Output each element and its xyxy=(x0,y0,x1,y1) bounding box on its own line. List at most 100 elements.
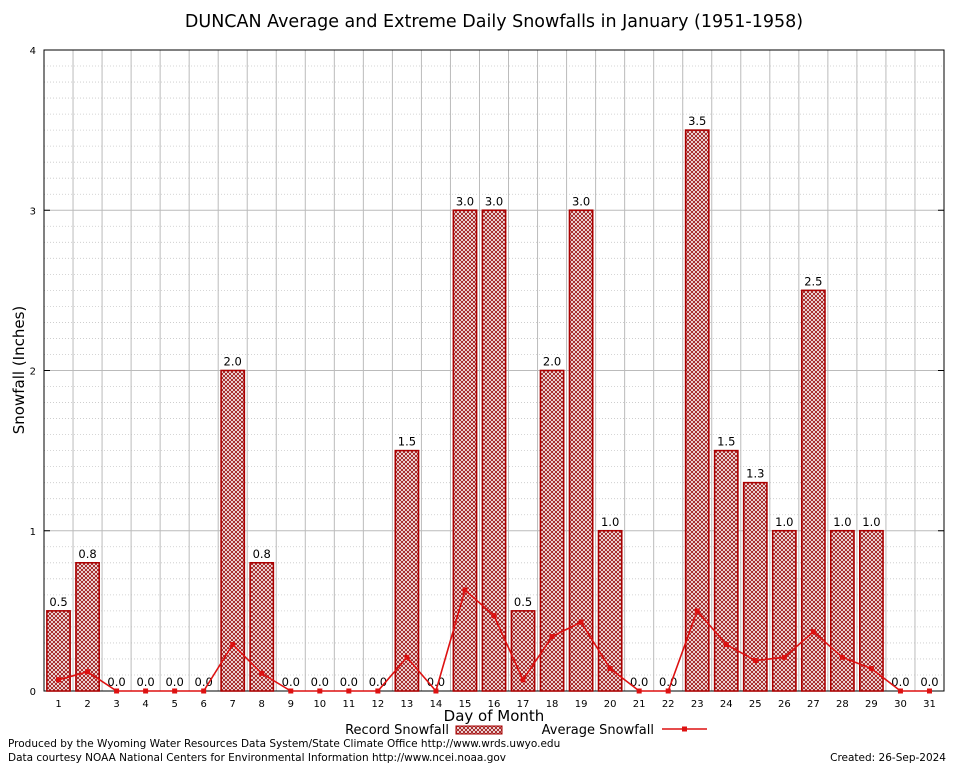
average-line xyxy=(56,587,932,694)
x-tick-label: 26 xyxy=(778,699,791,710)
x-tick-label: 18 xyxy=(546,699,559,710)
y-axis-label: Snowfall (Inches) xyxy=(10,306,28,434)
bar-label-day-25: 1.3 xyxy=(746,467,764,481)
average-point-day-5 xyxy=(172,688,178,694)
x-tick-label: 2 xyxy=(84,699,90,710)
record-bar-day-19 xyxy=(568,209,594,692)
bar-label-day-20: 1.0 xyxy=(601,515,619,529)
legend-average-label: Average Snowfall xyxy=(542,723,654,738)
average-point-day-16 xyxy=(491,613,497,619)
bar-label-day-11: 0.0 xyxy=(340,675,358,689)
x-tick-label: 3 xyxy=(113,699,119,710)
average-point-day-31 xyxy=(926,688,932,694)
average-point-day-6 xyxy=(201,688,207,694)
bar-label-day-22: 0.0 xyxy=(659,675,677,689)
footer-courtesy: Data courtesy NOAA National Centers for … xyxy=(8,752,507,764)
average-point-day-14 xyxy=(433,688,439,694)
x-tick-label: 9 xyxy=(288,699,294,710)
x-tick-label: 14 xyxy=(430,699,443,710)
x-tick-label: 12 xyxy=(372,699,385,710)
average-point-day-4 xyxy=(143,688,149,694)
y-axis-ticks: 0 1 2 3 4 xyxy=(30,46,944,698)
x-tick-label: 19 xyxy=(575,699,588,710)
y-tick-label: 1 xyxy=(30,527,36,538)
record-bars xyxy=(46,129,884,692)
bar-label-day-7: 2.0 xyxy=(224,355,242,369)
bar-data-labels: 0.5 0.8 0.0 0.0 0.0 0.0 2.0 0.8 0.0 0.0 0.0 0.0 1.5 0… xyxy=(49,114,938,689)
legend-average-marker xyxy=(682,726,687,732)
bar-label-day-14: 0.0 xyxy=(427,675,445,689)
x-tick-label: 29 xyxy=(865,699,878,710)
record-bar-day-26 xyxy=(771,529,797,692)
x-tick-label: 6 xyxy=(200,699,206,710)
y-tick-label: 3 xyxy=(30,206,36,217)
bar-label-day-26: 1.0 xyxy=(775,515,793,529)
x-tick-label: 16 xyxy=(488,699,501,710)
y-tick-label: 0 xyxy=(30,687,36,698)
bar-label-day-6: 0.0 xyxy=(195,675,213,689)
x-tick-label: 5 xyxy=(171,699,177,710)
x-axis-label: Day of Month xyxy=(444,707,545,725)
bar-label-day-1: 0.5 xyxy=(49,595,67,609)
record-bar-day-20 xyxy=(597,529,623,692)
x-tick-label: 11 xyxy=(342,699,355,710)
average-point-day-25 xyxy=(752,658,758,664)
x-tick-label: 31 xyxy=(923,699,936,710)
average-point-day-21 xyxy=(636,688,642,694)
bar-label-day-3: 0.0 xyxy=(107,675,125,689)
bar-label-day-9: 0.0 xyxy=(282,675,300,689)
record-bar-day-28 xyxy=(829,529,855,692)
bar-label-day-27: 2.5 xyxy=(804,274,822,288)
average-point-day-3 xyxy=(114,688,120,694)
bar-label-day-31: 0.0 xyxy=(920,675,938,689)
record-bar-day-23 xyxy=(684,129,710,692)
legend-record-label: Record Snowfall xyxy=(345,723,449,738)
record-bar-day-16 xyxy=(481,209,507,692)
bar-label-day-18: 2.0 xyxy=(543,355,561,369)
x-tick-label: 27 xyxy=(807,699,820,710)
record-bar-day-27 xyxy=(800,289,826,692)
bar-label-day-30: 0.0 xyxy=(891,675,909,689)
x-tick-label: 25 xyxy=(749,699,762,710)
record-bar-day-2 xyxy=(75,561,100,692)
bar-label-day-21: 0.0 xyxy=(630,675,648,689)
x-tick-label: 8 xyxy=(259,699,265,710)
average-point-day-28 xyxy=(839,654,845,660)
average-point-day-22 xyxy=(665,688,671,694)
bar-label-day-2: 0.8 xyxy=(78,547,96,561)
x-tick-label: 1 xyxy=(55,699,61,710)
bar-label-day-13: 1.5 xyxy=(398,435,416,449)
bar-label-day-16: 3.0 xyxy=(485,194,503,208)
bar-label-day-15: 3.0 xyxy=(456,194,474,208)
x-tick-label: 22 xyxy=(662,699,675,710)
average-point-day-24 xyxy=(723,642,729,648)
bar-label-day-12: 0.0 xyxy=(369,675,387,689)
average-point-day-1 xyxy=(56,677,62,683)
average-point-day-30 xyxy=(897,688,903,694)
average-point-day-23 xyxy=(694,608,700,614)
average-point-day-8 xyxy=(259,670,265,676)
x-tick-label: 30 xyxy=(894,699,907,710)
average-point-day-27 xyxy=(810,629,816,635)
bar-label-day-10: 0.0 xyxy=(311,675,329,689)
footer-producer: Produced by the Wyoming Water Resources … xyxy=(8,738,561,750)
record-bar-day-8 xyxy=(249,561,275,692)
x-tick-label: 23 xyxy=(691,699,704,710)
average-point-day-9 xyxy=(288,688,294,694)
x-tick-label: 17 xyxy=(517,699,530,710)
bar-label-day-24: 1.5 xyxy=(717,435,735,449)
average-point-day-19 xyxy=(578,619,584,625)
x-tick-label: 20 xyxy=(604,699,617,710)
x-tick-label: 21 xyxy=(633,699,646,710)
x-axis-ticks: 1 2 3 4 5 6 7 8 9 10 11 12 13 14 15 16 17 18 19 20 21 22 23 24 2… xyxy=(55,699,936,710)
average-point-day-17 xyxy=(520,677,526,683)
average-point-day-7 xyxy=(230,642,236,648)
x-tick-label: 7 xyxy=(230,699,236,710)
record-bar-day-25 xyxy=(742,481,768,692)
x-tick-label: 10 xyxy=(313,699,326,710)
x-tick-label: 4 xyxy=(142,699,148,710)
bar-label-day-28: 1.0 xyxy=(833,515,851,529)
x-tick-label: 28 xyxy=(836,699,849,710)
record-bar-day-1 xyxy=(46,610,71,692)
